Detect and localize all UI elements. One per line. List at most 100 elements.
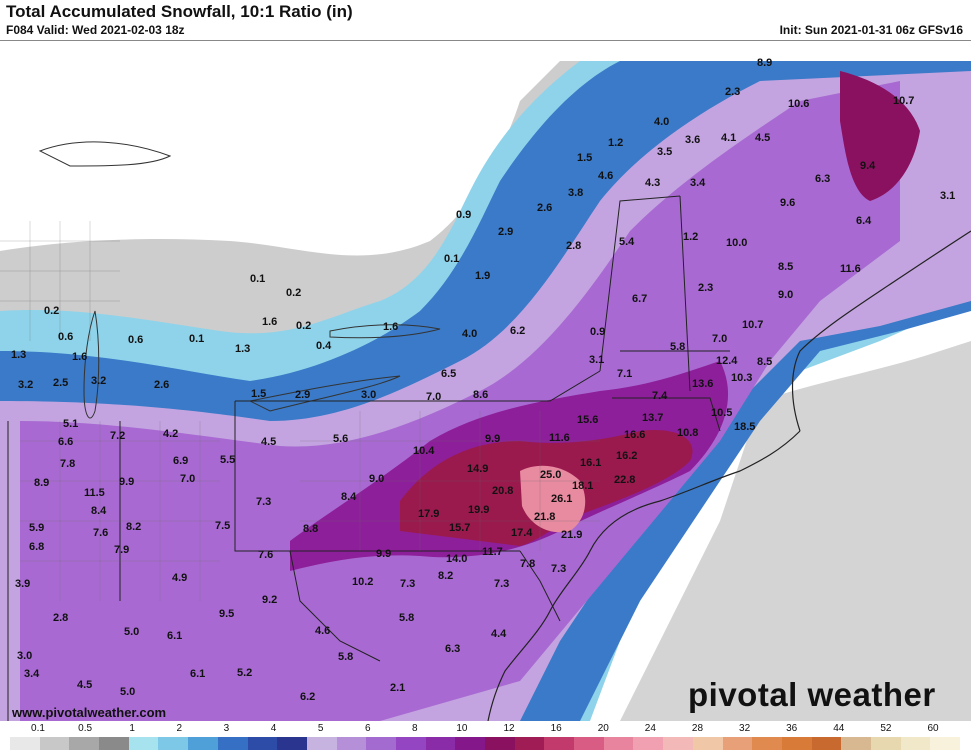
snowfall-value: 1.9 (475, 270, 490, 282)
snowfall-value: 11.5 (84, 487, 105, 499)
snowfall-value: 2.8 (53, 612, 68, 624)
snowfall-value: 11.7 (482, 546, 503, 558)
colorbar-tick-label: 2 (176, 723, 183, 734)
colorbar-swatch (10, 737, 40, 750)
state-borders (7, 195, 730, 721)
colorbar-swatch (69, 737, 100, 750)
snow-band-grey-east (620, 341, 971, 721)
colorbar-tick-label: 1 (129, 723, 135, 734)
init-time: Init: Sun 2021-01-31 06z GFSv16 (779, 23, 963, 37)
colorbar-swatch (781, 737, 812, 750)
snowfall-value: 9.5 (219, 608, 234, 620)
snowfall-value: 0.9 (456, 209, 471, 221)
snowfall-value: 5.0 (120, 686, 135, 698)
snowfall-value: 7.5 (215, 520, 230, 532)
snowfall-value: 4.0 (462, 328, 477, 340)
snowfall-value: 10.0 (726, 237, 747, 249)
snowfall-value: 1.6 (383, 321, 398, 333)
snowfall-value: 1.6 (262, 316, 277, 328)
colorbar-swatch (128, 737, 159, 750)
colorbar-swatch (217, 737, 248, 750)
snowfall-value: 7.0 (712, 333, 727, 345)
colorbar-swatch (158, 737, 189, 750)
map-header: Total Accumulated Snowfall, 10:1 Ratio (… (0, 0, 971, 40)
snowfall-value: 4.1 (721, 132, 736, 144)
snowfall-value: 9.0 (369, 473, 384, 485)
colorbar-swatch (188, 737, 218, 750)
snowfall-value: 0.1 (189, 333, 204, 345)
snowfall-value: 2.3 (725, 86, 740, 98)
snowfall-value: 8.6 (473, 389, 488, 401)
snowfall-value: 6.9 (173, 455, 188, 467)
colorbar-tick-label: 16 (550, 723, 562, 734)
snowfall-value: 7.2 (110, 430, 125, 442)
website-url[interactable]: www.pivotalweather.com (12, 705, 167, 720)
snowfall-value: 3.8 (568, 187, 583, 199)
valid-time: F084 Valid: Wed 2021-02-03 18z (6, 23, 185, 37)
snowfall-value: 3.0 (17, 650, 32, 662)
colorbar-swatch (663, 737, 693, 750)
snowfall-value: 22.8 (614, 474, 635, 486)
snowfall-value: 5.8 (338, 651, 353, 663)
snowfall-value: 6.1 (167, 630, 182, 642)
snowfall-value: 14.9 (467, 463, 488, 475)
lake-michigan (83, 310, 100, 419)
snowfall-value: 3.6 (685, 134, 700, 146)
snowfall-value: 7.6 (258, 549, 273, 561)
colorbar-ticks: 0.1 0.5 1 2 3 4 5 6 8 10 12 16 20 24 28 32 36 44 52 60 (0, 722, 971, 736)
snowfall-value: 8.2 (126, 521, 141, 533)
snowfall-value: 9.2 (262, 594, 277, 606)
colorbar-swatch (811, 737, 842, 750)
snowfall-value: 3.1 (940, 190, 955, 202)
colorbar-tick-label: 6 (364, 723, 371, 734)
snowfall-value: 6.3 (815, 173, 830, 185)
colorbar-swatch (485, 737, 515, 750)
snowfall-value: 7.3 (256, 496, 271, 508)
snowfall-value: 3.5 (657, 146, 672, 158)
snowfall-value: 26.1 (551, 493, 572, 505)
snowfall-value: 10.8 (677, 427, 698, 439)
brand-logo: pivotal weather (688, 676, 936, 713)
snowfall-value: 10.2 (352, 576, 373, 588)
snowfall-value: 21.9 (561, 529, 582, 541)
snowfall-value: 6.1 (190, 668, 205, 680)
colorbar-swatch (514, 737, 545, 750)
snowfall-value: 4.3 (645, 177, 660, 189)
snowfall-value: 3.2 (18, 379, 33, 391)
snowfall-value: 1.3 (11, 349, 26, 361)
snowfall-value: 6.7 (632, 293, 647, 305)
snowfall-value: 2.1 (390, 682, 405, 694)
colorbar-swatch (692, 737, 723, 750)
colorbar-swatches (10, 737, 960, 750)
snowfall-value: 1.2 (608, 137, 623, 149)
snowfall-value: 10.4 (413, 445, 435, 457)
colorbar-tick-label: 32 (739, 723, 751, 734)
snowfall-value: 7.8 (60, 458, 75, 470)
snowfall-value: 0.4 (316, 340, 332, 352)
snowfall-value: 2.5 (53, 377, 68, 389)
snowfall-value: 3.2 (91, 375, 106, 387)
colorbar-tick-label: 60 (927, 723, 939, 734)
snowfall-value: 14.0 (446, 553, 467, 565)
snowfall-map[interactable]: 8.9 2.3 10.6 10.7 4.0 1.2 3.6 4.1 4.5 3.… (0, 40, 971, 721)
colorbar-tick-label: 24 (644, 723, 656, 734)
snowfall-value: 8.5 (778, 261, 793, 273)
snowfall-value: 6.6 (58, 436, 73, 448)
snowfall-value: 3.4 (24, 668, 40, 680)
snowfall-value: 0.2 (286, 287, 301, 299)
snowfall-value: 0.6 (58, 331, 73, 343)
snowfall-value: 0.1 (250, 273, 265, 285)
snowfall-value: 8.4 (341, 491, 357, 503)
colorbar-swatch (277, 737, 307, 750)
snowfall-value: 10.6 (788, 98, 809, 110)
lake-ontario (329, 324, 441, 339)
county-grid (0, 221, 600, 601)
snowfall-value: 5.8 (670, 341, 685, 353)
colorbar-swatch (336, 737, 367, 750)
map-title: Total Accumulated Snowfall, 10:1 Ratio (… (6, 2, 353, 21)
snowfall-value: 11.6 (549, 432, 570, 444)
snowfall-value: 13.6 (692, 378, 713, 390)
colorbar-tick-label: 5 (317, 723, 324, 734)
snowfall-value: 3.4 (690, 177, 706, 189)
snowfall-value: 9.9 (376, 548, 391, 560)
